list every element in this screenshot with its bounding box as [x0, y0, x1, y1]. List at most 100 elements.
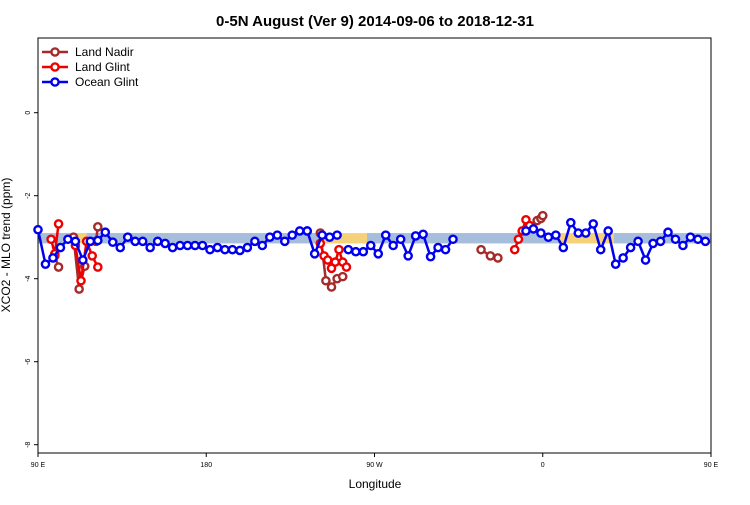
data-point [205, 244, 215, 255]
data-point [93, 235, 103, 246]
data-point [573, 228, 584, 238]
data-point [33, 224, 43, 235]
data-point [78, 255, 88, 265]
data-point [663, 227, 673, 238]
data-point [648, 238, 658, 249]
data-point [332, 230, 342, 240]
data-point [175, 240, 185, 251]
data-point [152, 236, 163, 247]
data-point [326, 282, 337, 292]
x-tick-label: 0 [541, 462, 545, 469]
y-tick-label: -2 [25, 192, 32, 198]
data-point [55, 242, 66, 253]
data-point [358, 246, 369, 257]
data-point [685, 232, 696, 242]
data-point [588, 219, 599, 229]
data-point [100, 227, 111, 238]
data-point [321, 275, 331, 286]
data-point [670, 234, 681, 245]
data-point [693, 234, 703, 245]
data-point [250, 236, 260, 247]
x-tick-label: 90 E [704, 462, 719, 469]
data-point [74, 284, 84, 294]
axes: 90 E 180 90 W 0 90 E 0 -2 -4 -6 -8 [25, 111, 719, 469]
data-point [425, 251, 436, 262]
data-point [324, 232, 335, 242]
x-tick-label: 180 [200, 462, 212, 469]
band-segment [86, 233, 323, 244]
data-point [272, 230, 283, 240]
data-point [678, 240, 688, 251]
data-point [610, 259, 621, 269]
legend-label: Land Glint [75, 60, 130, 74]
data-point [395, 234, 406, 245]
data-point [302, 226, 313, 236]
y-tick-label: -8 [25, 441, 32, 447]
data-point [257, 240, 268, 251]
data-point [317, 230, 327, 240]
data-point [145, 242, 155, 253]
band-segment [38, 233, 85, 244]
data-point [334, 244, 344, 255]
x-tick-label: 90 W [366, 462, 383, 469]
y-tick-label: -6 [25, 358, 32, 364]
data-point [595, 244, 606, 255]
data-point [85, 236, 96, 247]
data-point [93, 222, 103, 232]
x-axis-label: Longitude [349, 477, 402, 491]
data-point [536, 228, 546, 238]
band-segment [559, 233, 614, 244]
data-point [625, 242, 636, 253]
data-point [418, 229, 428, 240]
data-point [70, 236, 81, 247]
data-point [537, 210, 548, 221]
data-series [33, 210, 711, 294]
data-point [48, 253, 58, 263]
data-point [87, 251, 98, 261]
data-point [543, 232, 554, 242]
data-point [197, 240, 208, 251]
data-point [322, 255, 333, 265]
data-point [351, 246, 361, 257]
data-point [137, 236, 148, 247]
data-point [341, 262, 352, 272]
data-point [365, 240, 376, 251]
data-point [618, 253, 628, 263]
data-point [212, 242, 223, 253]
data-point [227, 244, 238, 255]
legend-swatch-marker [50, 77, 60, 87]
data-point [448, 234, 458, 245]
data-point [279, 236, 290, 247]
data-point [640, 255, 651, 265]
y-tick-label: 0 [25, 111, 32, 115]
series-land-nadir [50, 210, 548, 294]
data-point [403, 251, 413, 261]
data-point [190, 240, 200, 251]
chart-title: 0-5N August (Ver 9) 2014-09-06 to 2018-1… [216, 13, 534, 30]
band-segment [322, 233, 368, 244]
data-point [63, 234, 73, 245]
y-tick-label: -4 [25, 275, 32, 281]
data-point [633, 236, 643, 247]
y-axis-label: XCO2 - MLO trend (ppm) [0, 178, 13, 313]
data-point [388, 240, 398, 251]
data-point [115, 242, 126, 253]
data-point [76, 275, 86, 286]
data-point [235, 245, 245, 256]
data-point [265, 232, 275, 242]
data-point [580, 228, 591, 238]
data-point [565, 217, 576, 228]
data-point [380, 230, 391, 240]
data-point [373, 248, 384, 259]
data-point [93, 262, 103, 272]
data-point [46, 234, 56, 245]
data-point [167, 242, 178, 253]
data-point [521, 226, 531, 236]
data-point [294, 226, 305, 236]
band-segment [71, 233, 87, 244]
data-point [53, 219, 64, 229]
data-point [551, 230, 561, 240]
